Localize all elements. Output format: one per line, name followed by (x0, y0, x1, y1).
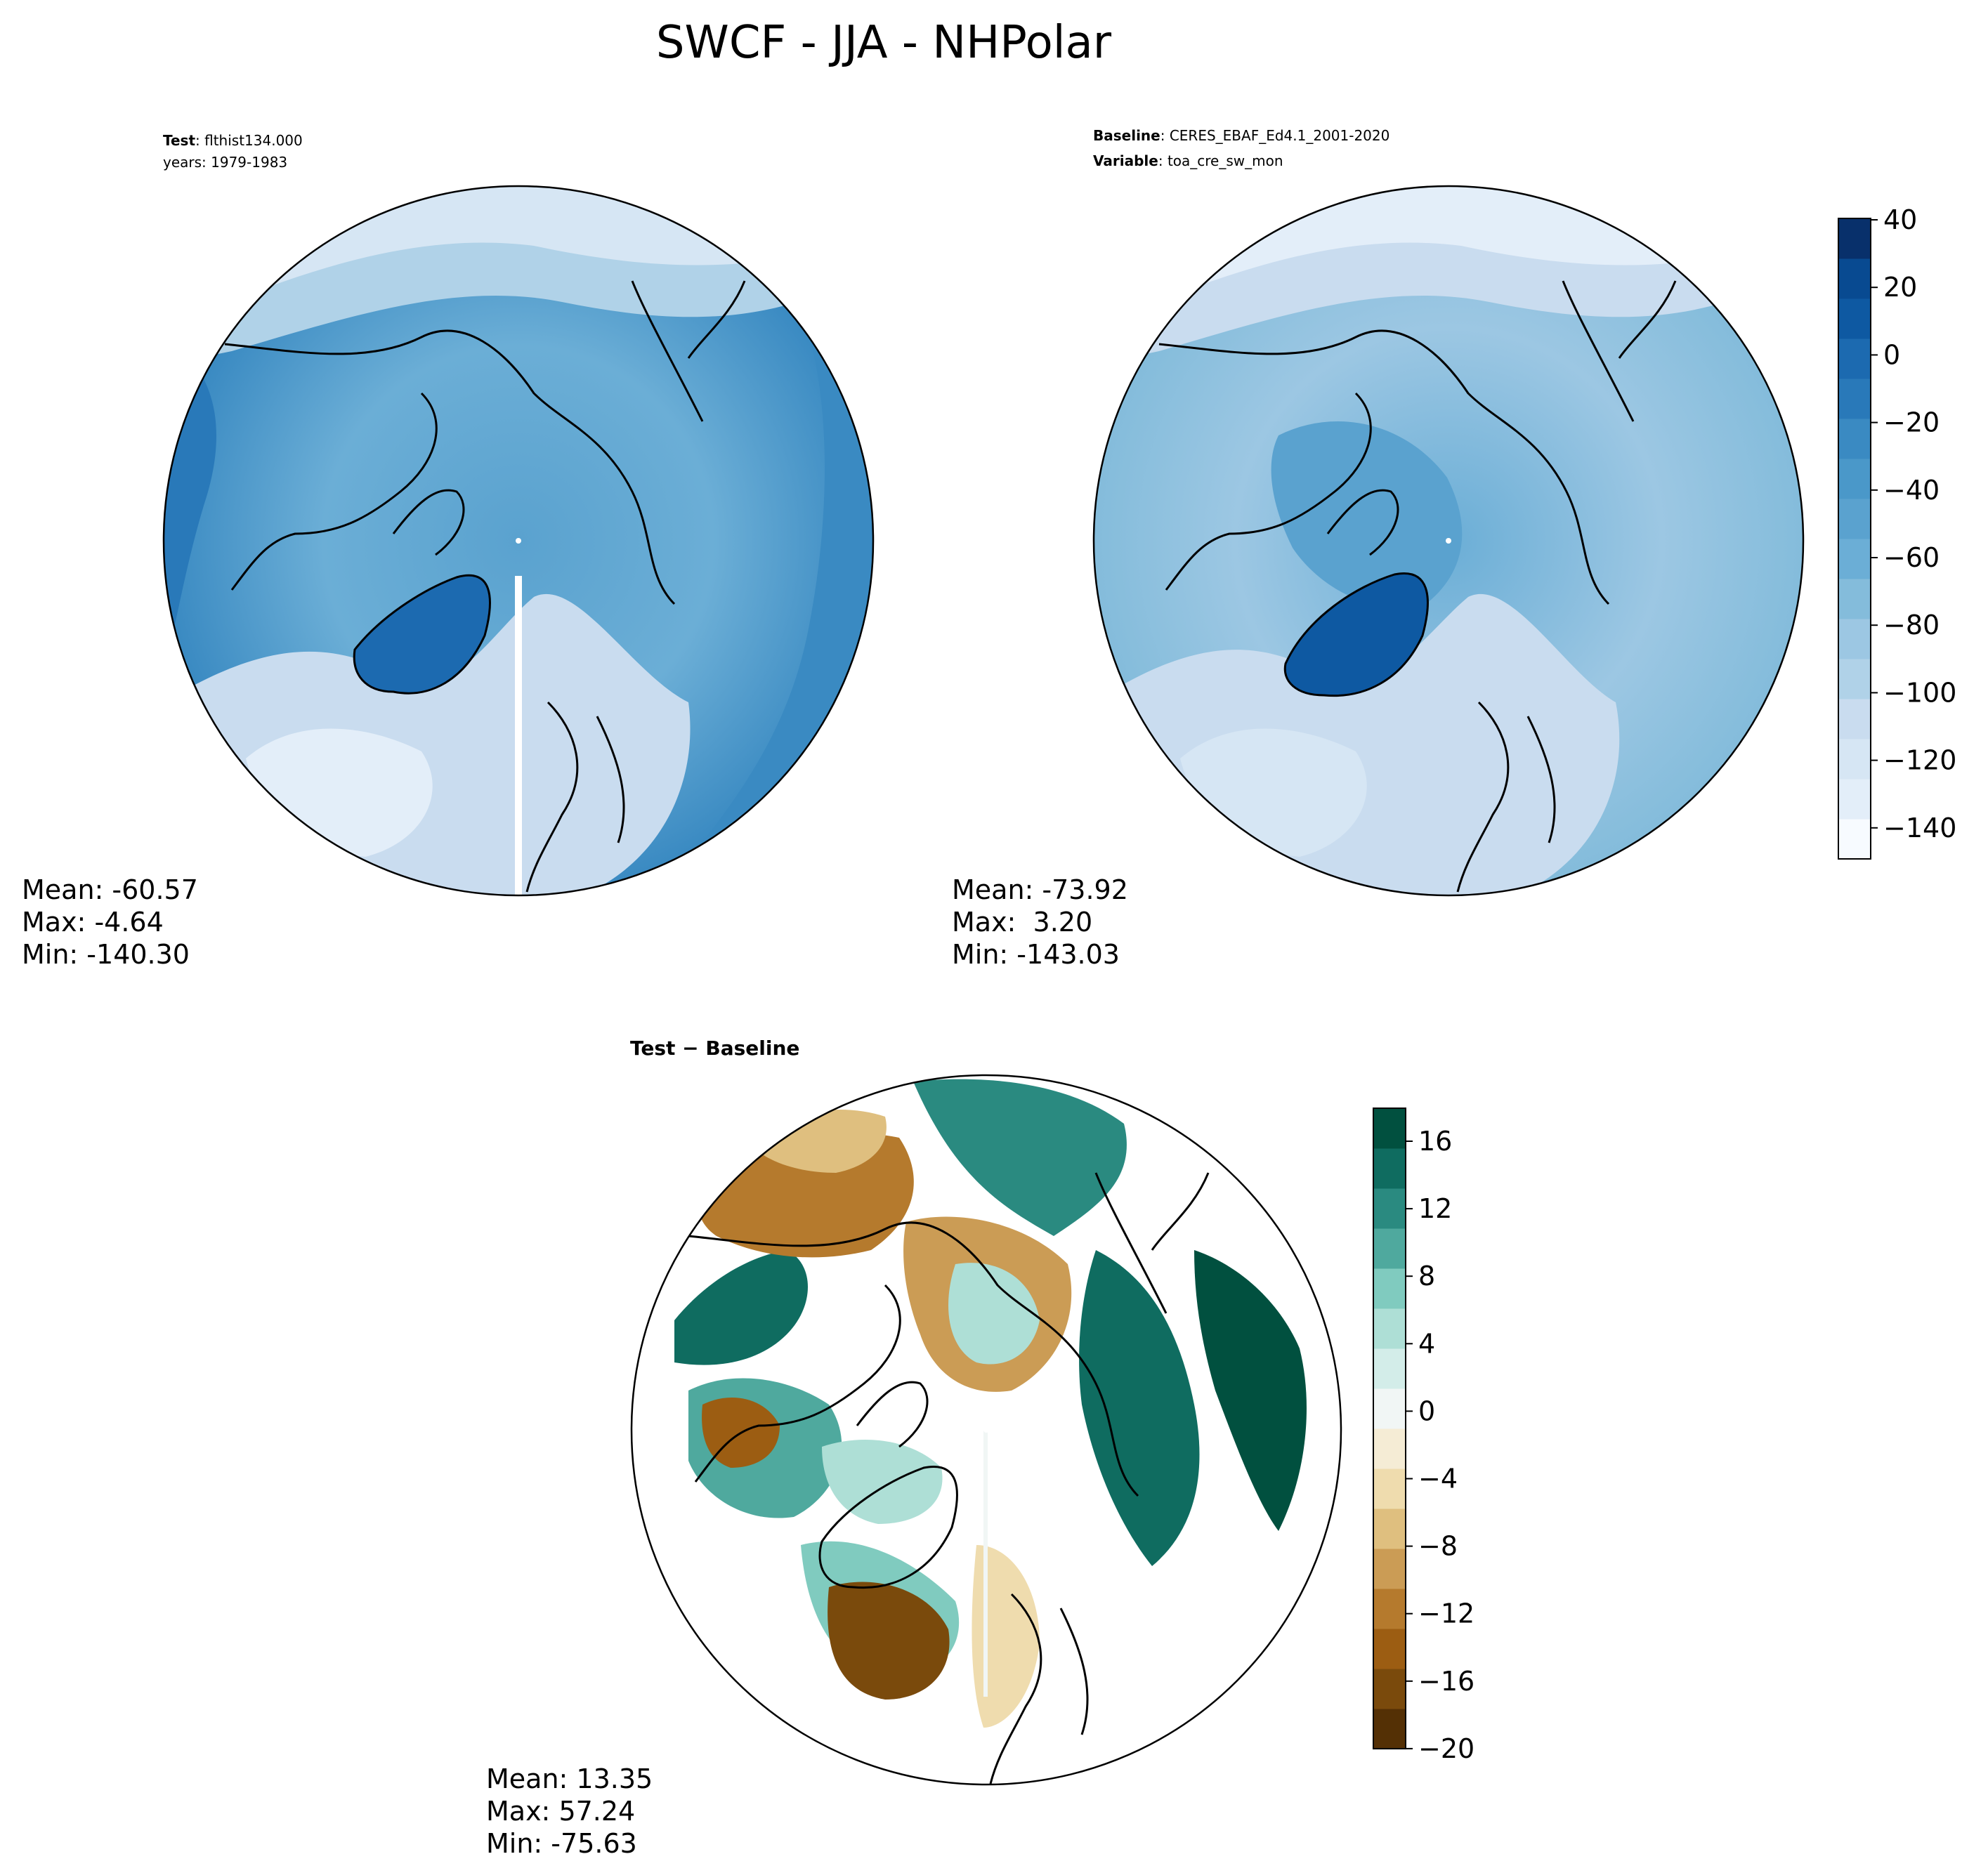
diff-map-boundary (630, 1074, 1342, 1786)
baseline-header-line-1: Baseline: CERES_EBAF_Ed4.1_2001-2020 (1093, 127, 1389, 144)
diff-colorbar-segment (1373, 1669, 1406, 1709)
test-stat-max: Max: -4.64 (22, 907, 164, 938)
diff-colorbar-tick-label: −16 (1418, 1666, 1474, 1697)
main-colorbar-tick-label: −20 (1883, 407, 1940, 438)
diff-colorbar-frame (1373, 1108, 1406, 1749)
baseline-header-line-2: Variable: toa_cre_sw_mon (1093, 152, 1283, 169)
baseline-header-variable-value: : toa_cre_sw_mon (1158, 152, 1283, 169)
test-map-boundary (162, 185, 875, 897)
test-stat-mean: Mean: -60.57 (22, 874, 198, 905)
diff-colorbar-tick-label: 16 (1418, 1126, 1452, 1157)
baseline-map-field (1094, 186, 1803, 895)
diff-colorbar-segment (1373, 1308, 1406, 1349)
diff-colorbar: 16 12 8 4 0 −4 −8 −12 −16 −20 (1373, 1108, 1474, 1764)
diff-colorbar-tick-label: −4 (1418, 1464, 1458, 1494)
diff-colorbar-segment (1373, 1709, 1406, 1749)
test-header-line-1: Test: flthist134.000 (163, 132, 303, 149)
diff-colorbar-segment (1373, 1589, 1406, 1629)
main-colorbar-frame (1838, 218, 1871, 860)
main-colorbar-segment (1838, 499, 1871, 539)
diff-colorbar-segment (1373, 1629, 1406, 1669)
test-panel: Test: flthist134.000 years: 1979-1983 (22, 132, 875, 970)
baseline-header-label: Baseline (1093, 127, 1160, 144)
diff-colorbar-segment (1373, 1188, 1406, 1229)
main-colorbar-segment (1838, 659, 1871, 699)
main-colorbar-segment (1838, 739, 1871, 780)
main-colorbar-tick-label: 0 (1883, 339, 1900, 370)
diff-stat-max: Max: 57.24 (486, 1796, 635, 1827)
main-colorbar-segment (1838, 819, 1871, 860)
baseline-panel: Baseline: CERES_EBAF_Ed4.1_2001-2020 Var… (952, 127, 1805, 970)
baseline-stat-mean: Mean: -73.92 (952, 874, 1128, 905)
diff-header-label: Test − Baseline (630, 1037, 799, 1060)
main-colorbar-tick-label: 20 (1883, 272, 1917, 303)
main-colorbar-segment (1838, 298, 1871, 339)
main-colorbar-segment (1838, 258, 1871, 299)
diff-colorbar-segment (1373, 1268, 1406, 1309)
baseline-stat-min: Min: -143.03 (952, 939, 1120, 970)
diff-colorbar-tick-label: 12 (1418, 1193, 1452, 1224)
diff-colorbar-segment (1373, 1148, 1406, 1189)
baseline-header-variable-label: Variable (1093, 152, 1158, 169)
main-colorbar: 40 20 0 −20 −40 −60 −80 −100 −120 −140 (1838, 204, 1956, 860)
main-colorbar-tick-label: −80 (1883, 610, 1940, 640)
diff-colorbar-tick-label: −20 (1418, 1733, 1474, 1764)
diff-panel: Test − Baseline (486, 1037, 1342, 1859)
test-map-field (164, 186, 873, 895)
diff-colorbar-segment (1373, 1468, 1406, 1509)
main-colorbar-tick-label: −100 (1883, 677, 1956, 708)
diff-colorbar-segment (1373, 1348, 1406, 1389)
diff-stat-mean: Mean: 13.35 (486, 1763, 653, 1794)
test-stat-min: Min: -140.30 (22, 939, 190, 970)
diff-colorbar-segment (1373, 1228, 1406, 1269)
test-header-value: : flthist134.000 (195, 132, 303, 149)
baseline-stat-max: Max: 3.20 (952, 907, 1092, 938)
baseline-map-boundary (1092, 185, 1805, 897)
diff-colorbar-tick-label: −12 (1418, 1598, 1474, 1629)
diff-colorbar-tick-label: 8 (1418, 1261, 1435, 1292)
main-colorbar-segment (1838, 218, 1871, 259)
main-colorbar-tick-label: −120 (1883, 745, 1956, 776)
diff-colorbar-tick-label: 0 (1418, 1395, 1435, 1426)
diff-colorbar-segment (1373, 1549, 1406, 1589)
main-colorbar-segment (1838, 579, 1871, 619)
diff-colorbar-segment (1373, 1108, 1406, 1149)
figure-title: SWCF - JJA - NHPolar (656, 17, 1112, 69)
main-colorbar-segment (1838, 779, 1871, 820)
diff-map-field (632, 1075, 1341, 1785)
test-header-label: Test (163, 132, 195, 149)
main-colorbar-segment (1838, 619, 1871, 659)
diff-stat-min: Min: -75.63 (486, 1828, 637, 1859)
diff-colorbar-segment (1373, 1388, 1406, 1429)
test-header-years: years: 1979-1983 (163, 154, 287, 171)
main-colorbar-tick-label: 40 (1883, 204, 1917, 235)
main-colorbar-segment (1838, 459, 1871, 499)
main-colorbar-segment (1838, 379, 1871, 419)
main-colorbar-tick-label: −60 (1883, 542, 1940, 573)
main-colorbar-tick-label: −140 (1883, 813, 1956, 843)
main-colorbar-segment (1838, 699, 1871, 740)
diff-colorbar-tick-label: −8 (1418, 1531, 1458, 1562)
baseline-header-value: : CERES_EBAF_Ed4.1_2001-2020 (1160, 127, 1390, 144)
main-colorbar-tick-label: −40 (1883, 475, 1940, 506)
diff-colorbar-segment (1373, 1509, 1406, 1549)
main-colorbar-segment (1838, 419, 1871, 459)
diff-colorbar-tick-label: 4 (1418, 1328, 1435, 1359)
main-colorbar-segment (1838, 539, 1871, 579)
diff-colorbar-segment (1373, 1428, 1406, 1469)
main-colorbar-segment (1838, 339, 1871, 379)
